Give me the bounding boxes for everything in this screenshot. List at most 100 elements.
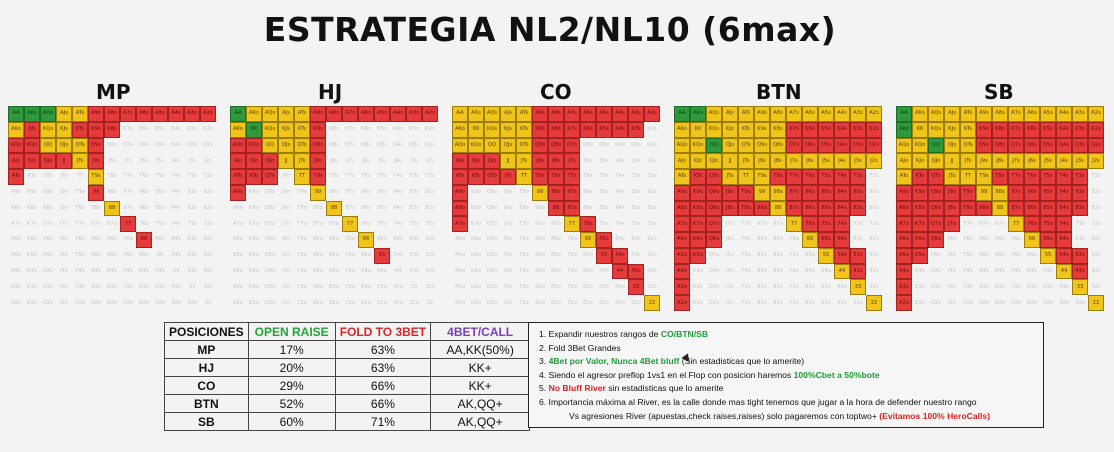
hand-cell: J6s <box>362 157 370 164</box>
hand-cell: 96o <box>91 236 101 243</box>
hand-cell: AQs <box>262 106 278 122</box>
page-title: ESTRATEGIA NL2/NL10 (6max) <box>263 10 837 49</box>
cell-4bet-call: KK+ <box>430 376 531 395</box>
hand-cell: A4s <box>834 106 850 122</box>
hand-cell: 97o <box>91 220 101 227</box>
hand-cell: JTo <box>722 169 738 185</box>
hand-cell: 32s <box>869 283 879 290</box>
hand-cell: K7o <box>690 216 706 233</box>
hand-cell: T3s <box>409 173 419 180</box>
hand-cell: 85o <box>329 252 339 259</box>
hand-cell: 94s <box>834 184 850 201</box>
hand-cell: K5o <box>471 252 481 259</box>
hand-cell: T4o <box>741 267 751 274</box>
hand-cell: 93s <box>187 189 197 196</box>
hand-cell: 82o <box>773 299 783 306</box>
hand-cell: Q8o <box>706 200 722 217</box>
hand-cell: Q6s <box>360 141 372 148</box>
hand-cell: T4s <box>615 173 625 180</box>
hand-cell: 65o <box>583 252 593 259</box>
hand-cell: 86o <box>773 236 783 243</box>
hand-cell: 33 <box>410 283 418 290</box>
hand-cell: T2o <box>741 299 751 306</box>
hand-cell: T7o <box>519 220 529 227</box>
hand-cell: J9o <box>503 189 512 196</box>
hand-cell: J2s <box>648 157 656 164</box>
hand-cell: 87s <box>786 200 802 217</box>
hand-cell: 97s <box>1008 184 1024 201</box>
hand-cell: 84s <box>1056 200 1072 217</box>
hand-cell: 72s <box>869 220 879 227</box>
hand-cell: QTs <box>738 137 754 154</box>
hand-cell: KJs <box>56 121 72 138</box>
hand-cell: K4s <box>834 121 850 138</box>
hand-cell: A4o <box>674 263 690 280</box>
hand-cell: K4s <box>393 126 403 133</box>
hand-cell: TT <box>960 169 976 185</box>
hand-cell: Q3s <box>1072 137 1088 154</box>
hand-cell: 92o <box>535 299 545 306</box>
cell-open-raise: 52% <box>247 394 336 413</box>
hand-cell: 85o <box>773 252 783 259</box>
hand-cell: 82o <box>551 299 561 306</box>
hand-cell: 85o <box>107 252 117 259</box>
hand-cell: Q2o <box>486 299 498 306</box>
hand-cell: Q5o <box>930 252 942 259</box>
hand-cell: 42s <box>1091 267 1101 274</box>
hand-cell: 43o <box>837 283 847 290</box>
hand-cell: ATo <box>452 169 468 185</box>
hand-cell: KTs <box>738 121 754 138</box>
hand-cell: A3s <box>1072 106 1088 122</box>
hand-cell: A9o <box>674 184 690 201</box>
note-4: 4. Siendo el agresor preflop 1vs1 en el … <box>539 369 880 380</box>
cell-fold-to-3bet: 63% <box>334 340 432 359</box>
hand-cell: 86o <box>995 236 1005 243</box>
hand-cell: QJs <box>500 137 516 154</box>
hand-cell: AA <box>896 106 912 122</box>
cell-4bet-call: AA,KK(50%) <box>430 340 531 359</box>
table-row: SB 60% 71% AK,QQ+ <box>164 412 531 431</box>
hand-cell: J5s <box>600 157 608 164</box>
hand-cell: 52s <box>647 252 657 259</box>
hand-cell: J8s <box>992 153 1008 170</box>
hand-cell: 94o <box>979 267 989 274</box>
hand-cell: 93o <box>313 283 323 290</box>
hand-cell: J8o <box>722 200 738 217</box>
hand-cell: AKo <box>8 121 24 138</box>
hand-cell: QJo <box>262 153 278 170</box>
hand-cell: 86o <box>329 236 339 243</box>
hand-cell: 53s <box>631 252 641 259</box>
hand-cell: Q8s <box>328 141 340 148</box>
hand-cell: K7s <box>123 126 133 133</box>
hand-cell: QJo <box>40 153 56 170</box>
hand-cell: T3o <box>741 283 751 290</box>
hand-cell: AJs <box>722 106 738 122</box>
hand-cell: 66 <box>1024 232 1040 248</box>
hand-cell: 33 <box>628 279 644 296</box>
hand-cell: AJs <box>500 106 516 122</box>
hand-cell: K3o <box>471 283 481 290</box>
hand-cell: T7s <box>1008 169 1024 185</box>
hand-cell: 55 <box>156 252 164 259</box>
hand-cell: J7s <box>124 157 132 164</box>
note-7: Vs agresiones River (apuestas,check rais… <box>569 410 991 421</box>
hand-cell: QQ <box>484 137 500 154</box>
hand-cell: 76s <box>1024 216 1040 233</box>
hand-cell: Q7o <box>264 220 276 227</box>
hand-cell: J6s <box>802 153 818 170</box>
hand-cell: K9s <box>754 121 770 138</box>
hand-cell: J4o <box>503 267 512 274</box>
hand-cell: 93s <box>1072 184 1088 201</box>
hand-cell: KJs <box>944 121 960 138</box>
hand-cell: 64s <box>1056 232 1072 248</box>
hand-cell: 97s <box>123 189 133 196</box>
hand-cell: 97o <box>757 220 767 227</box>
hand-cell: 92o <box>91 299 101 306</box>
hand-cell: 76s <box>802 216 818 233</box>
hand-cell: A9o <box>10 189 22 196</box>
hand-cell: Q2o <box>930 299 942 306</box>
hand-cell: 63o <box>139 283 149 290</box>
hand-cell: T7s <box>786 169 802 185</box>
hand-cell: 63s <box>1075 236 1085 243</box>
hand-cell: T5o <box>75 252 85 259</box>
